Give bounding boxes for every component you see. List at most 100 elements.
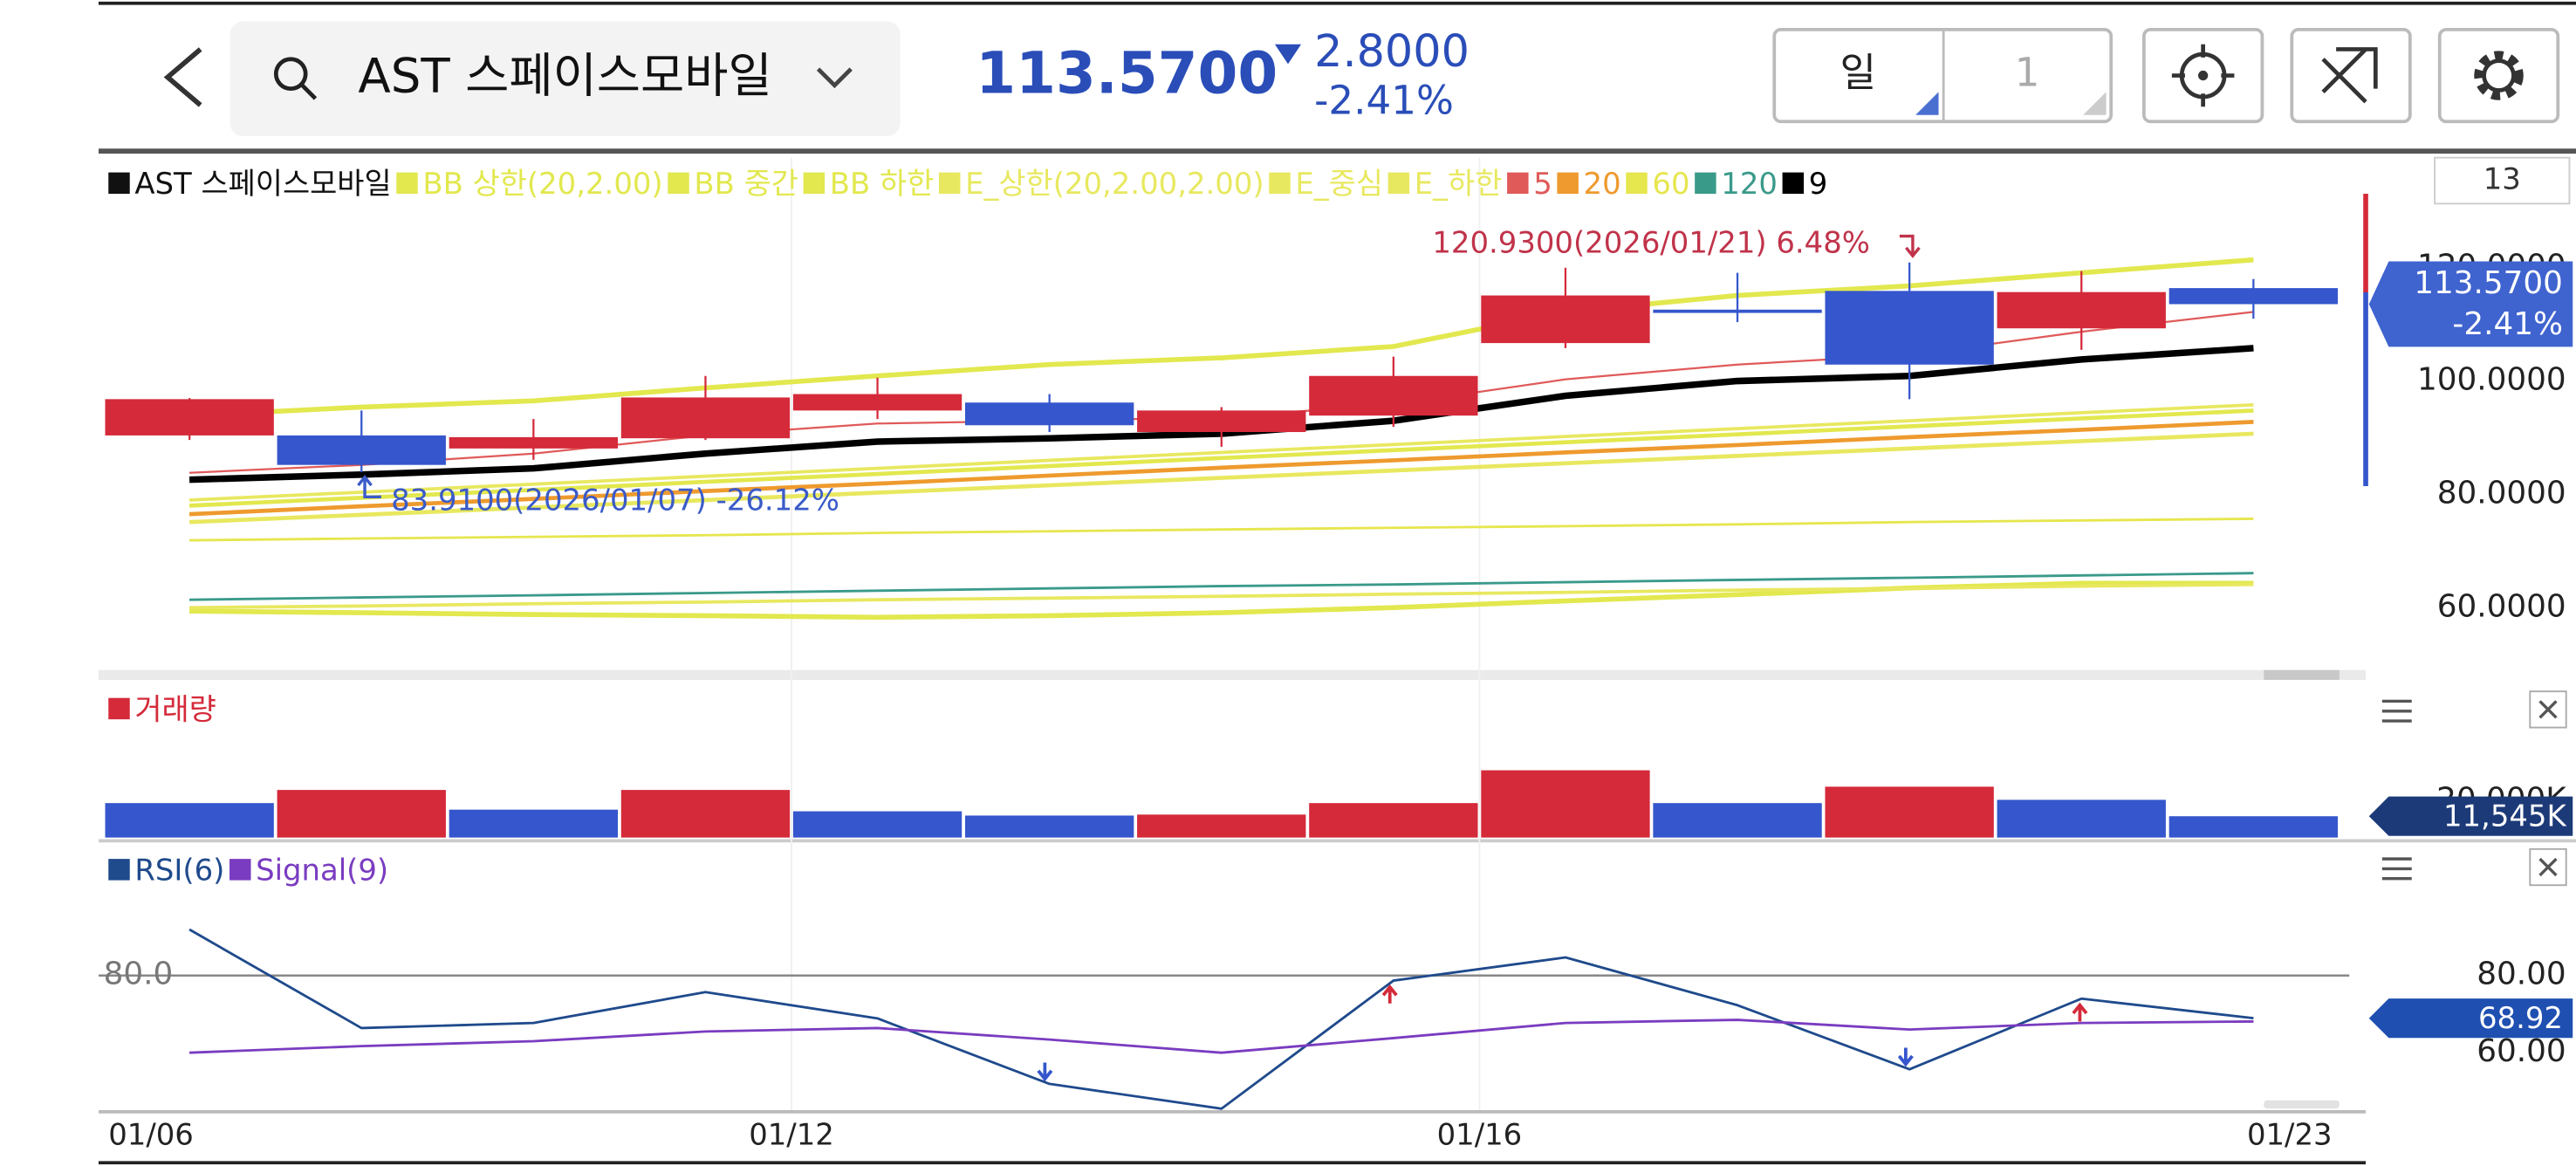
volume-bar — [1481, 770, 1650, 838]
high-arrow — [1899, 234, 1921, 258]
legend-label: 60 — [1652, 167, 1689, 201]
scroll-handle[interactable] — [2264, 1100, 2340, 1109]
dropdown-icon[interactable] — [816, 67, 853, 89]
volume-bar — [964, 815, 1134, 838]
legend-swatch — [1269, 172, 1291, 195]
legend-label: AST 스페이스모바일 — [134, 167, 391, 201]
price-tag — [2368, 261, 2573, 347]
legend-swatch — [938, 172, 961, 195]
candle-body — [1481, 295, 1650, 344]
legend-label: Signal(9) — [256, 854, 388, 888]
legend-label: RSI(6) — [134, 854, 224, 888]
erase-button[interactable] — [2290, 27, 2412, 124]
search-icon — [300, 84, 318, 100]
crosshair-icon — [2197, 70, 2209, 81]
volume-bar — [2168, 816, 2339, 838]
down-arrow — [1274, 44, 1302, 65]
volume-bar — [1653, 803, 1822, 838]
candle-body — [1137, 410, 1306, 433]
close-box[interactable] — [2529, 847, 2567, 887]
y-tick-label: 100.0000 — [2417, 362, 2566, 398]
candle-body — [277, 435, 446, 465]
panel-divider — [98, 669, 2367, 681]
crosshair-icon — [2171, 44, 2235, 107]
line — [188, 408, 2254, 508]
legend-swatch — [396, 172, 418, 195]
search-box[interactable] — [230, 21, 901, 137]
legend-label: E_상한(20,2.00,2.00) — [965, 167, 1264, 201]
legend-swatch — [1782, 172, 1805, 195]
legend-label: 120 — [1721, 167, 1778, 201]
price-tag-value: 113.5700 — [2414, 265, 2563, 301]
candle-body — [792, 394, 963, 411]
legend-swatch — [1387, 172, 1410, 195]
legend-label: 5 — [1533, 167, 1552, 201]
legend-label: BB 하한 — [830, 167, 935, 201]
candle-body — [1997, 292, 2166, 329]
period[interactable]: 일 — [1840, 50, 1877, 96]
volume-bar — [1997, 799, 2166, 838]
candle-body — [964, 402, 1134, 426]
menu-icon[interactable] — [2381, 857, 2412, 881]
volume-bar — [1137, 814, 1306, 838]
zoom: 13 — [2484, 161, 2521, 195]
panel-close[interactable] — [2529, 690, 2567, 729]
candle-body — [1309, 375, 1478, 416]
price-tag-change: -2.41% — [2452, 306, 2563, 342]
x-tick-label: 01/23 — [2247, 1118, 2333, 1152]
sell-signal — [1037, 1062, 1053, 1082]
volume-bar — [620, 790, 791, 838]
zoom-box[interactable] — [2434, 156, 2571, 205]
high-annotation: 120.9300(2026/01/21) 6.48% — [1432, 226, 1870, 260]
settings-button[interactable] — [2437, 27, 2560, 124]
volume-tag — [2368, 796, 2573, 836]
close-icon — [2538, 857, 2558, 877]
line — [189, 518, 2254, 542]
buy-signal — [1381, 984, 1398, 1004]
search-icon — [273, 57, 308, 91]
volume-bar — [792, 811, 963, 838]
legend-swatch — [803, 172, 826, 195]
change: 2.8000 — [1314, 25, 1470, 77]
low-arrow — [357, 474, 381, 498]
stock-name: AST 스페이스모바일 — [358, 47, 771, 103]
rsi-tag — [2368, 998, 2573, 1039]
candle-body — [2168, 288, 2339, 305]
sell-signal — [1897, 1047, 1914, 1067]
legend-swatch — [230, 859, 251, 881]
low-annotation: 83.9100(2026/01/07) -26.12% — [391, 483, 839, 517]
y-tick-label: 80.00 — [2477, 957, 2566, 992]
legend-swatch — [1507, 172, 1529, 195]
volume-tag-value: 11,545K — [2443, 799, 2567, 833]
interval[interactable]: 1 — [2015, 50, 2040, 96]
volume-bar — [277, 790, 446, 838]
legend-swatch — [108, 859, 130, 881]
reference-label: 80.0 — [104, 957, 174, 992]
legend-label: 거래량 — [134, 692, 216, 726]
buy-signal — [2072, 1002, 2088, 1022]
erase-icon — [2321, 47, 2378, 104]
volume-bar — [105, 803, 274, 838]
panel-close[interactable] — [2529, 847, 2567, 887]
back-button[interactable] — [163, 47, 202, 107]
y-tick-label: 60.00 — [2477, 1033, 2566, 1069]
legend-label: BB 중간 — [694, 167, 798, 201]
line — [189, 1019, 2254, 1054]
candle-body — [105, 399, 274, 436]
panel-menu[interactable] — [2381, 857, 2412, 881]
panel-menu[interactable] — [2381, 699, 2412, 723]
price: 113.5700 — [976, 40, 1278, 107]
x-tick-label: 01/12 — [749, 1118, 834, 1152]
legend-label: E_중심 — [1295, 167, 1383, 201]
scroll-handle[interactable] — [2264, 669, 2340, 681]
line — [189, 572, 2254, 601]
rsi-tag-value: 68.92 — [2478, 1001, 2563, 1035]
line — [188, 402, 2254, 502]
y-tick-label: 60.0000 — [2437, 588, 2566, 624]
legend-swatch — [1695, 172, 1716, 195]
legend-label: 20 — [1584, 167, 1621, 201]
legend-label: BB 상한(20,2.00) — [422, 167, 662, 201]
menu-icon[interactable] — [2381, 699, 2412, 723]
